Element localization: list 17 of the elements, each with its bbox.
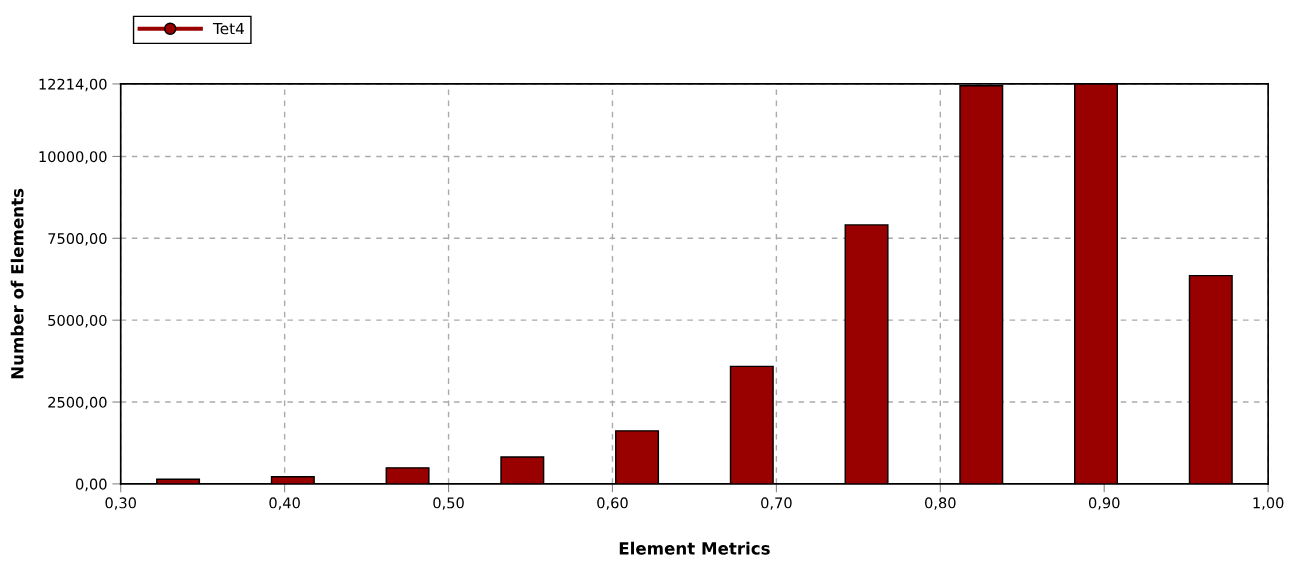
x-axis-title: Element Metrics (619, 541, 770, 555)
x-tick-label: 0,50 (433, 497, 464, 510)
y-tick-label: 7500,00 (48, 233, 107, 246)
x-tick-label: 0,40 (269, 497, 300, 510)
y-tick-label: 0,00 (76, 478, 107, 492)
y-tick-label: 10000,00 (39, 151, 107, 164)
x-tick-label: 0,90 (1088, 497, 1120, 510)
y-tick-label: 5000,00 (48, 314, 107, 328)
x-tick-label: 0,70 (761, 497, 792, 510)
y-tick-label: 12214,00 (39, 78, 107, 92)
y-axis-title: Number of Elements (10, 188, 24, 379)
x-tick-label: 0,30 (105, 497, 136, 510)
y-tick-label: 2500,00 (48, 396, 107, 410)
legend-label: Tet4 (212, 22, 244, 35)
x-tick-label: 0,80 (925, 497, 956, 510)
x-tick-label: 0,60 (597, 497, 628, 510)
x-tick-label: 1,00 (1253, 497, 1284, 510)
